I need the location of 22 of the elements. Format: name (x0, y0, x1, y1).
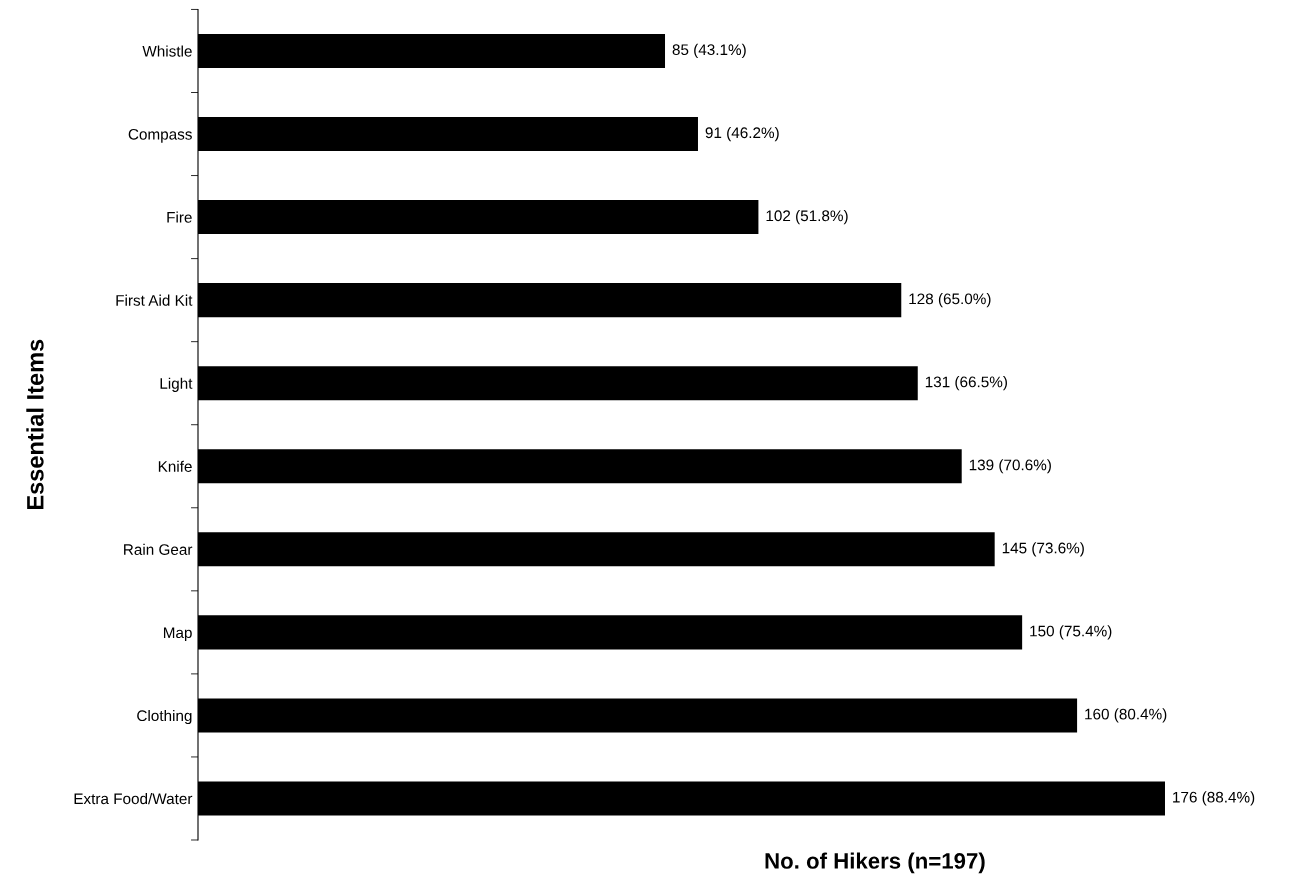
y-tick-label: Light (160, 377, 193, 392)
data-label: 160 (80.4%) (1085, 708, 1167, 723)
data-label: 128 (65.0%) (909, 293, 991, 308)
y-tick-label: Whistle (142, 45, 192, 57)
y-tick-label: Compass (128, 128, 192, 143)
y-tick-label: First Aid Kit (116, 294, 193, 306)
x-axis-title: No. of Hikers (n=197) (765, 852, 985, 874)
y-tick-label: Knife (158, 460, 192, 472)
data-label: 139 (70.6%) (969, 459, 1051, 474)
data-label: 150 (75.4%) (1030, 625, 1112, 640)
y-tick-label: Rain Gear (124, 543, 193, 555)
data-label: 176 (88.4%) (1173, 791, 1255, 806)
data-label: 85 (43.1%) (672, 43, 746, 59)
y-tick-label: Fire (167, 211, 192, 223)
y-tick-label: Extra Food/Water (74, 792, 193, 805)
data-label: 91 (46.2%) (705, 126, 779, 142)
data-label: 102 (51.8%) (766, 209, 848, 225)
y-tick-label: Map (163, 627, 192, 642)
data-label: 145 (73.6%) (1002, 542, 1084, 557)
y-tick-label: Clothing (137, 709, 192, 725)
data-label: 131 (66.5%) (925, 376, 1007, 391)
y-axis-title: Essential Items (26, 339, 44, 510)
